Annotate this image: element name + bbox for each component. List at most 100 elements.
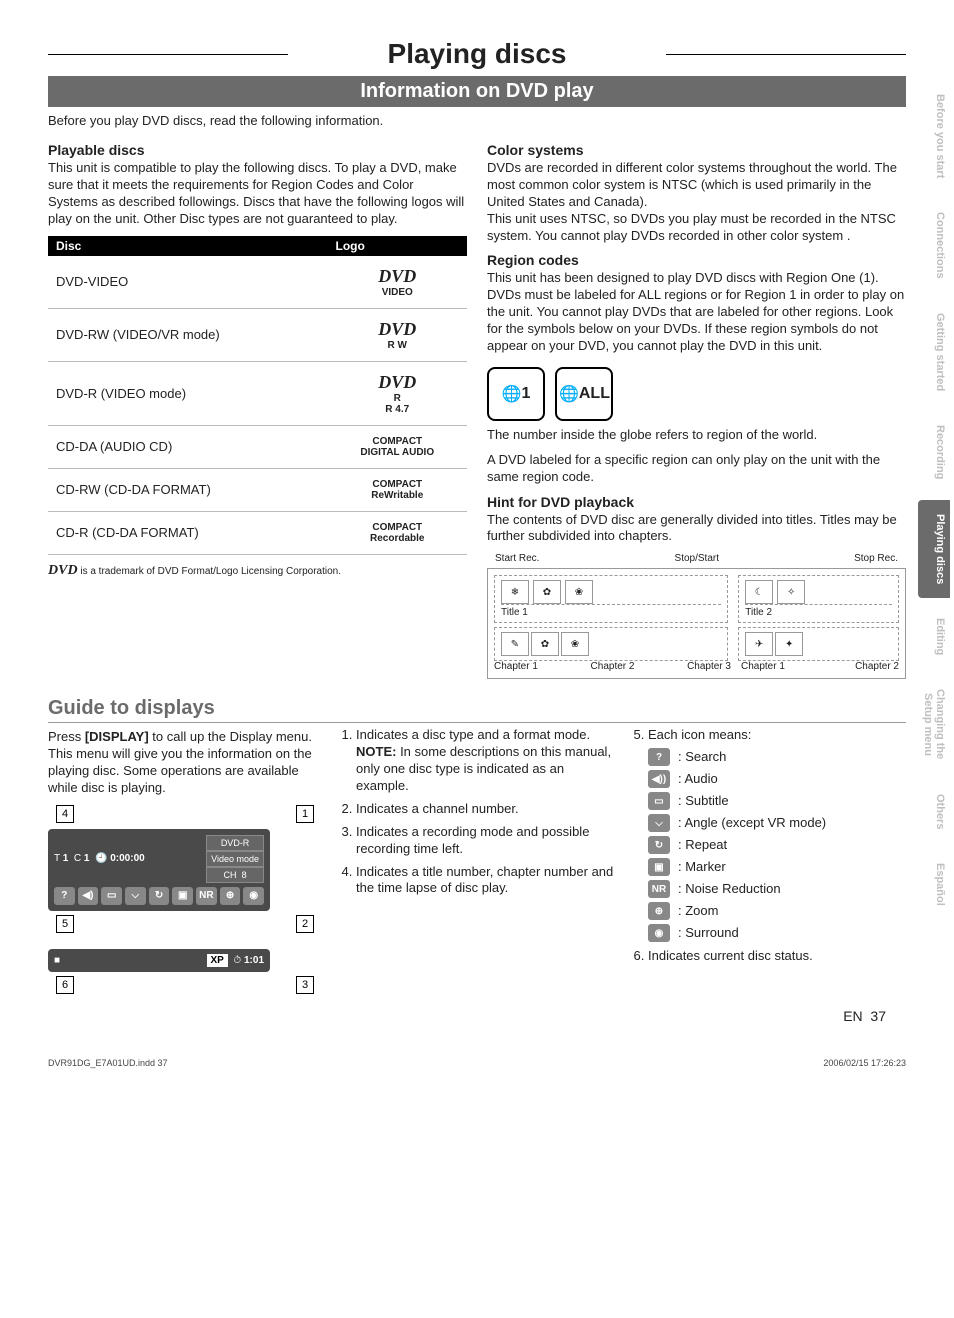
- list-item: Each icon means: ?: Search◀)): Audio▭: S…: [648, 727, 906, 942]
- legend-row: ◉ : Surround: [648, 924, 906, 942]
- hint-heading: Hint for DVD playback: [487, 494, 906, 510]
- legend-label: : Angle (except VR mode): [678, 815, 826, 832]
- table-row: CD-RW (CD-DA FORMAT) COMPACT ReWritable: [48, 468, 467, 511]
- region-note-1: The number inside the globe refers to re…: [487, 427, 906, 444]
- disc-name: DVD-RW (VIDEO/VR mode): [48, 308, 328, 361]
- legend-row: ◀)) : Audio: [648, 770, 906, 788]
- legend-label: : Zoom: [678, 903, 718, 920]
- tab-getting-started[interactable]: Getting started: [918, 299, 950, 405]
- region-1-icon: 🌐1: [487, 367, 545, 421]
- title-1-label: Title 1: [501, 604, 721, 618]
- table-row: CD-DA (AUDIO CD) COMPACT DIGITAL AUDIO: [48, 425, 467, 468]
- region-body: This unit has been designed to play DVD …: [487, 270, 906, 354]
- stop-start-label: Stop/Start: [675, 553, 719, 564]
- cd-r-logo: COMPACT Recordable: [328, 511, 468, 554]
- list-item: Indicates current disc status.: [648, 948, 906, 965]
- callout-3: 3: [296, 976, 314, 994]
- dvd-r-logo: DVDR R 4.7: [328, 361, 468, 425]
- repeat-icon: ↻: [648, 836, 670, 854]
- legend-row: ⊕ : Zoom: [648, 902, 906, 920]
- disc-name: CD-RW (CD-DA FORMAT): [48, 468, 328, 511]
- zoom-icon: ⊕: [648, 902, 670, 920]
- legend-label: : Subtitle: [678, 793, 729, 810]
- callout-2: 2: [296, 915, 314, 933]
- disc-name: DVD-R (VIDEO mode): [48, 361, 328, 425]
- legend-label: : Search: [678, 749, 726, 766]
- chapter-label: Chapter 3: [687, 661, 731, 672]
- tab-recording[interactable]: Recording: [918, 411, 950, 493]
- cd-rw-logo: COMPACT ReWritable: [328, 468, 468, 511]
- dvd-trademark: DVD is a trademark of DVD Format/Logo Li…: [48, 563, 467, 579]
- title-2-label: Title 2: [745, 604, 892, 618]
- list-item: Indicates a recording mode and possible …: [356, 824, 614, 858]
- chapter-label: Chapter 1: [741, 661, 785, 672]
- list-item: Indicates a title number, chapter number…: [356, 864, 614, 898]
- tab-playing-discs[interactable]: Playing discs: [918, 500, 950, 598]
- cd-da-logo: COMPACT DIGITAL AUDIO: [328, 425, 468, 468]
- stop-rec-label: Stop Rec.: [854, 553, 898, 564]
- section-subtitle: Information on DVD play: [48, 76, 906, 107]
- chapter-label: Chapter 2: [855, 661, 899, 672]
- color-heading: Color systems: [487, 142, 906, 158]
- hint-body: The contents of DVD disc are generally d…: [487, 512, 906, 546]
- callout-1: 1: [296, 805, 314, 823]
- list-item: Indicates a channel number.: [356, 801, 614, 818]
- disc-name: CD-DA (AUDIO CD): [48, 425, 328, 468]
- display-panel: T 1 C 1 🕘 0:00:00 DVD-R Video mode CH 8 …: [48, 829, 270, 911]
- dvd-video-logo: DVDVIDEO: [328, 256, 468, 309]
- tab-others[interactable]: Others: [918, 780, 950, 843]
- legend-label: : Surround: [678, 925, 739, 942]
- start-rec-label: Start Rec.: [495, 553, 539, 564]
- legend-row: ▭ : Subtitle: [648, 792, 906, 810]
- tab-before-you-start[interactable]: Before you start: [918, 80, 950, 192]
- disc-name: CD-R (CD-DA FORMAT): [48, 511, 328, 554]
- dvd-rw-logo: DVDR W: [328, 308, 468, 361]
- tab-connections[interactable]: Connections: [918, 198, 950, 293]
- tab-editing[interactable]: Editing: [918, 604, 950, 669]
- region-all-icon: 🌐ALL: [555, 367, 613, 421]
- legend-label: : Repeat: [678, 837, 727, 854]
- search-icon: ?: [648, 748, 670, 766]
- video-mode-badge: Video mode: [206, 851, 264, 867]
- table-row: CD-R (CD-DA FORMAT) COMPACT Recordable: [48, 511, 467, 554]
- table-row: DVD-RW (VIDEO/VR mode) DVDR W: [48, 308, 467, 361]
- legend-row: ▣: Marker: [648, 858, 906, 876]
- surround-icon: ◉: [648, 924, 670, 942]
- chapter-label: Chapter 1: [494, 661, 538, 672]
- disc-table: Disc Logo DVD-VIDEO DVDVIDEO DVD-RW (VID…: [48, 236, 467, 555]
- col-logo: Logo: [328, 236, 468, 256]
- callout-5: 5: [56, 915, 74, 933]
- legend-label: : Marker: [678, 859, 726, 876]
- col-disc: Disc: [48, 236, 328, 256]
- page-title: Playing discs: [48, 38, 906, 70]
- audio-icon: ◀)): [648, 770, 670, 788]
- legend-row: ⌵: Angle (except VR mode): [648, 814, 906, 832]
- page-number: EN 37: [48, 1008, 906, 1024]
- legend-label: : Noise Reduction: [678, 881, 781, 898]
- display-panel-2: ■ XP ⏱ 1:01: [48, 949, 270, 972]
- legend-label: : Audio: [678, 771, 718, 788]
- legend-row: ↻ : Repeat: [648, 836, 906, 854]
- color-body: DVDs are recorded in different color sys…: [487, 160, 906, 244]
- guide-heading: Guide to displays: [48, 697, 906, 723]
- callout-4: 4: [56, 805, 74, 823]
- region-note-2: A DVD labeled for a specific region can …: [487, 452, 906, 486]
- playable-heading: Playable discs: [48, 142, 467, 158]
- playable-body: This unit is compatible to play the foll…: [48, 160, 467, 228]
- hint-diagram: ❄✿❀ Title 1 ☾✧ Title 2 ✎✿❀: [487, 568, 906, 679]
- disc-name: DVD-VIDEO: [48, 256, 328, 309]
- legend-row: ? : Search: [648, 748, 906, 766]
- tab-espa-ol[interactable]: Español: [918, 849, 950, 920]
- intro-text: Before you play DVD discs, read the foll…: [48, 113, 906, 128]
- callout-6: 6: [56, 976, 74, 994]
- channel-badge: CH 8: [206, 867, 264, 883]
- nr-icon: NR: [648, 880, 670, 898]
- side-tabs: Before you start Connections Getting start…: [918, 80, 950, 920]
- table-row: DVD-R (VIDEO mode) DVDR R 4.7: [48, 361, 467, 425]
- footer-right: 2006/02/15 17:26:23: [823, 1058, 906, 1068]
- guide-intro: Press [DISPLAY] to call up the Display m…: [48, 729, 322, 797]
- tab-changing-the-setup-menu[interactable]: Changing the Setup menu: [918, 675, 950, 773]
- subtitle-icon: ▭: [648, 792, 670, 810]
- region-heading: Region codes: [487, 252, 906, 268]
- legend-row: NR : Noise Reduction: [648, 880, 906, 898]
